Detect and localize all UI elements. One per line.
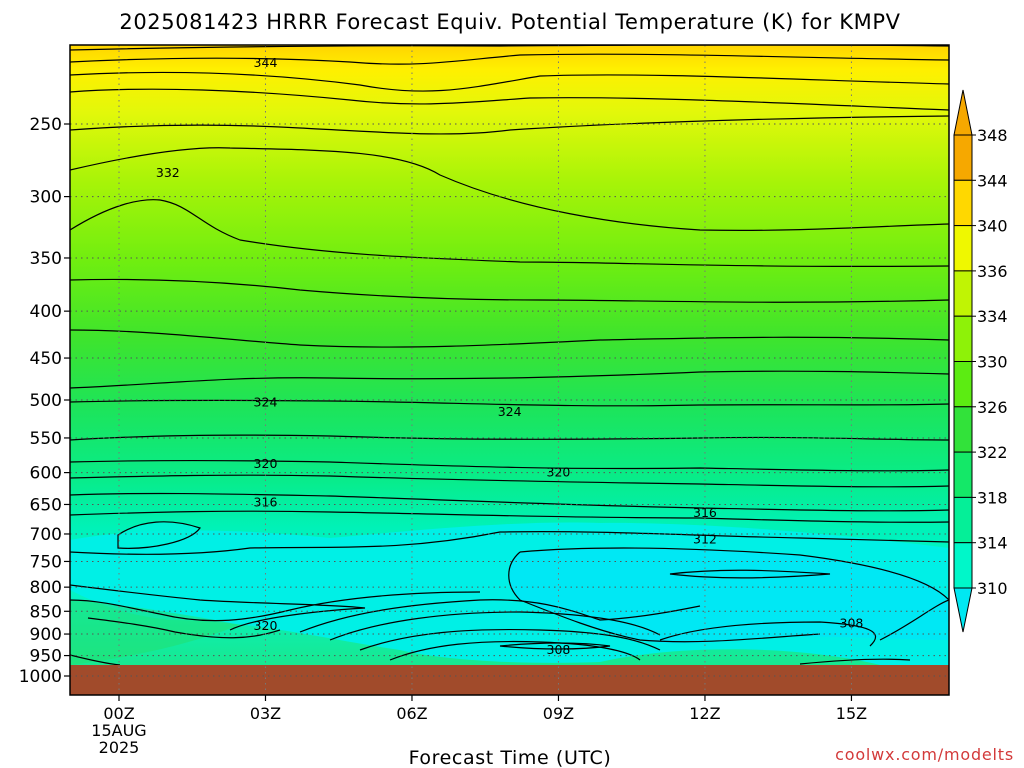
contour-label: 320 [254, 456, 278, 471]
y-tick-label: 400 [30, 302, 62, 322]
grid [70, 45, 949, 695]
colorbar-segment [953, 451, 973, 498]
y-tick-label: 950 [30, 647, 62, 667]
y-tick-label: 700 [30, 525, 62, 545]
y-axis: 250 300 350 400 450 500 550 600 650 700 750 800 850 9… [19, 115, 70, 687]
contour-label: 308 [547, 642, 571, 657]
cyan-patch [118, 521, 200, 549]
y-tick-label: 500 [30, 391, 62, 411]
x-tick-label: 00Z [103, 704, 134, 723]
plot-frame [69, 44, 950, 696]
ground-region [70, 665, 949, 695]
y-tick-label: 750 [30, 552, 62, 572]
y-tick-label: 550 [30, 429, 62, 449]
colorbar-segment [953, 361, 973, 408]
colorbar-bottom-arrow [953, 587, 973, 633]
colorbar-label: 310 [977, 579, 1008, 598]
contour-label: 316 [693, 505, 717, 520]
x-axis-title: Forecast Time (UTC) [409, 747, 612, 768]
y-tick-label: 450 [30, 349, 62, 369]
contour-label: 320 [254, 618, 278, 633]
colorbar-segment [953, 315, 973, 363]
contour-lines [70, 45, 949, 665]
contour-labels: 344 332 324 324 320 320 316 316 312 320 308 308 [156, 55, 864, 657]
contour-label: 316 [254, 494, 278, 509]
colorbar-segment [953, 542, 973, 589]
credit-text: coolwx.com/modelts [835, 745, 1014, 764]
colorbar-segment [953, 225, 973, 272]
chart-title: 2025081423 HRRR Forecast Equiv. Potentia… [119, 10, 900, 34]
contour-label: 332 [156, 165, 180, 180]
y-tick-label: 350 [30, 249, 62, 269]
colorbar-label: 340 [977, 217, 1008, 236]
colorbar-segment [953, 496, 973, 544]
contour-label: 344 [254, 55, 278, 70]
colorbar-label: 326 [977, 398, 1008, 417]
y-tick-label: 800 [30, 578, 62, 598]
colorbar-label: 344 [977, 171, 1008, 190]
green-lowlevel-region [70, 600, 240, 665]
colorbar-label: 348 [977, 126, 1008, 145]
y-tick-label: 1000 [19, 667, 62, 687]
contour-label: 324 [498, 404, 522, 419]
cyan-core-region [508, 548, 949, 644]
y-tick-label: 850 [30, 602, 62, 622]
plot-area [70, 45, 949, 665]
x-tick-label: 09Z [543, 704, 574, 723]
x-date-label: 2025 [99, 738, 140, 757]
x-date-label: 15AUG [91, 721, 146, 740]
colorbar-top-arrow [953, 89, 973, 136]
colorbar-label: 322 [977, 443, 1008, 462]
colorbar-label: 334 [977, 307, 1008, 326]
colorbar-label: 314 [977, 534, 1008, 553]
x-tick-label: 12Z [689, 704, 720, 723]
colorbar-label: 336 [977, 262, 1008, 281]
y-tick-label: 900 [30, 625, 62, 645]
contour-label: 324 [254, 395, 278, 410]
y-tick-label: 250 [30, 115, 62, 135]
colorbar-segment [953, 270, 973, 317]
contour-label: 312 [693, 532, 717, 547]
contour-label: 320 [547, 464, 571, 479]
colorbar: 348 344 340 336 334 330 326 322 318 314 310 [953, 89, 1008, 633]
x-tick-label: 15Z [836, 704, 867, 723]
colorbar-label: 318 [977, 488, 1008, 507]
colorbar-segment [953, 179, 973, 227]
colorbar-label: 330 [977, 353, 1008, 372]
y-tick-label: 650 [30, 495, 62, 515]
y-tick-label: 600 [30, 464, 62, 484]
y-tick-label: 300 [30, 188, 62, 208]
colorbar-segment [953, 134, 973, 181]
contour-label: 308 [840, 615, 864, 630]
colorbar-segment [953, 406, 973, 453]
x-tick-label: 03Z [250, 704, 281, 723]
x-tick-label: 06Z [396, 704, 427, 723]
